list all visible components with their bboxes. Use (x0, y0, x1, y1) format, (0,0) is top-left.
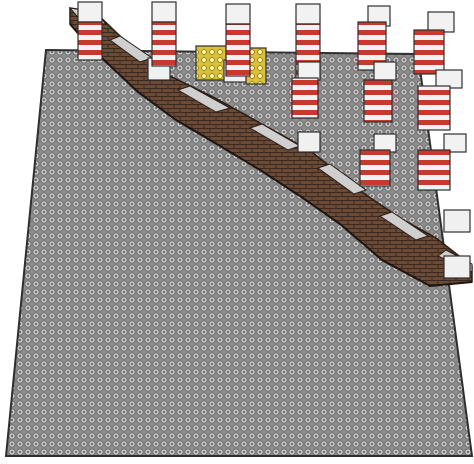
pillars (77, 1, 471, 279)
pillar (417, 133, 467, 191)
pillar (363, 61, 397, 123)
pillar (359, 133, 397, 187)
pillar (357, 5, 391, 71)
pillar (291, 61, 321, 119)
pillar (77, 1, 103, 61)
pillar (151, 1, 177, 67)
pillar (443, 209, 471, 279)
pillar (417, 69, 463, 131)
yellow-tiles (195, 45, 267, 85)
pillar (225, 3, 251, 77)
pillar (413, 11, 455, 75)
baseplate (4, 48, 474, 457)
